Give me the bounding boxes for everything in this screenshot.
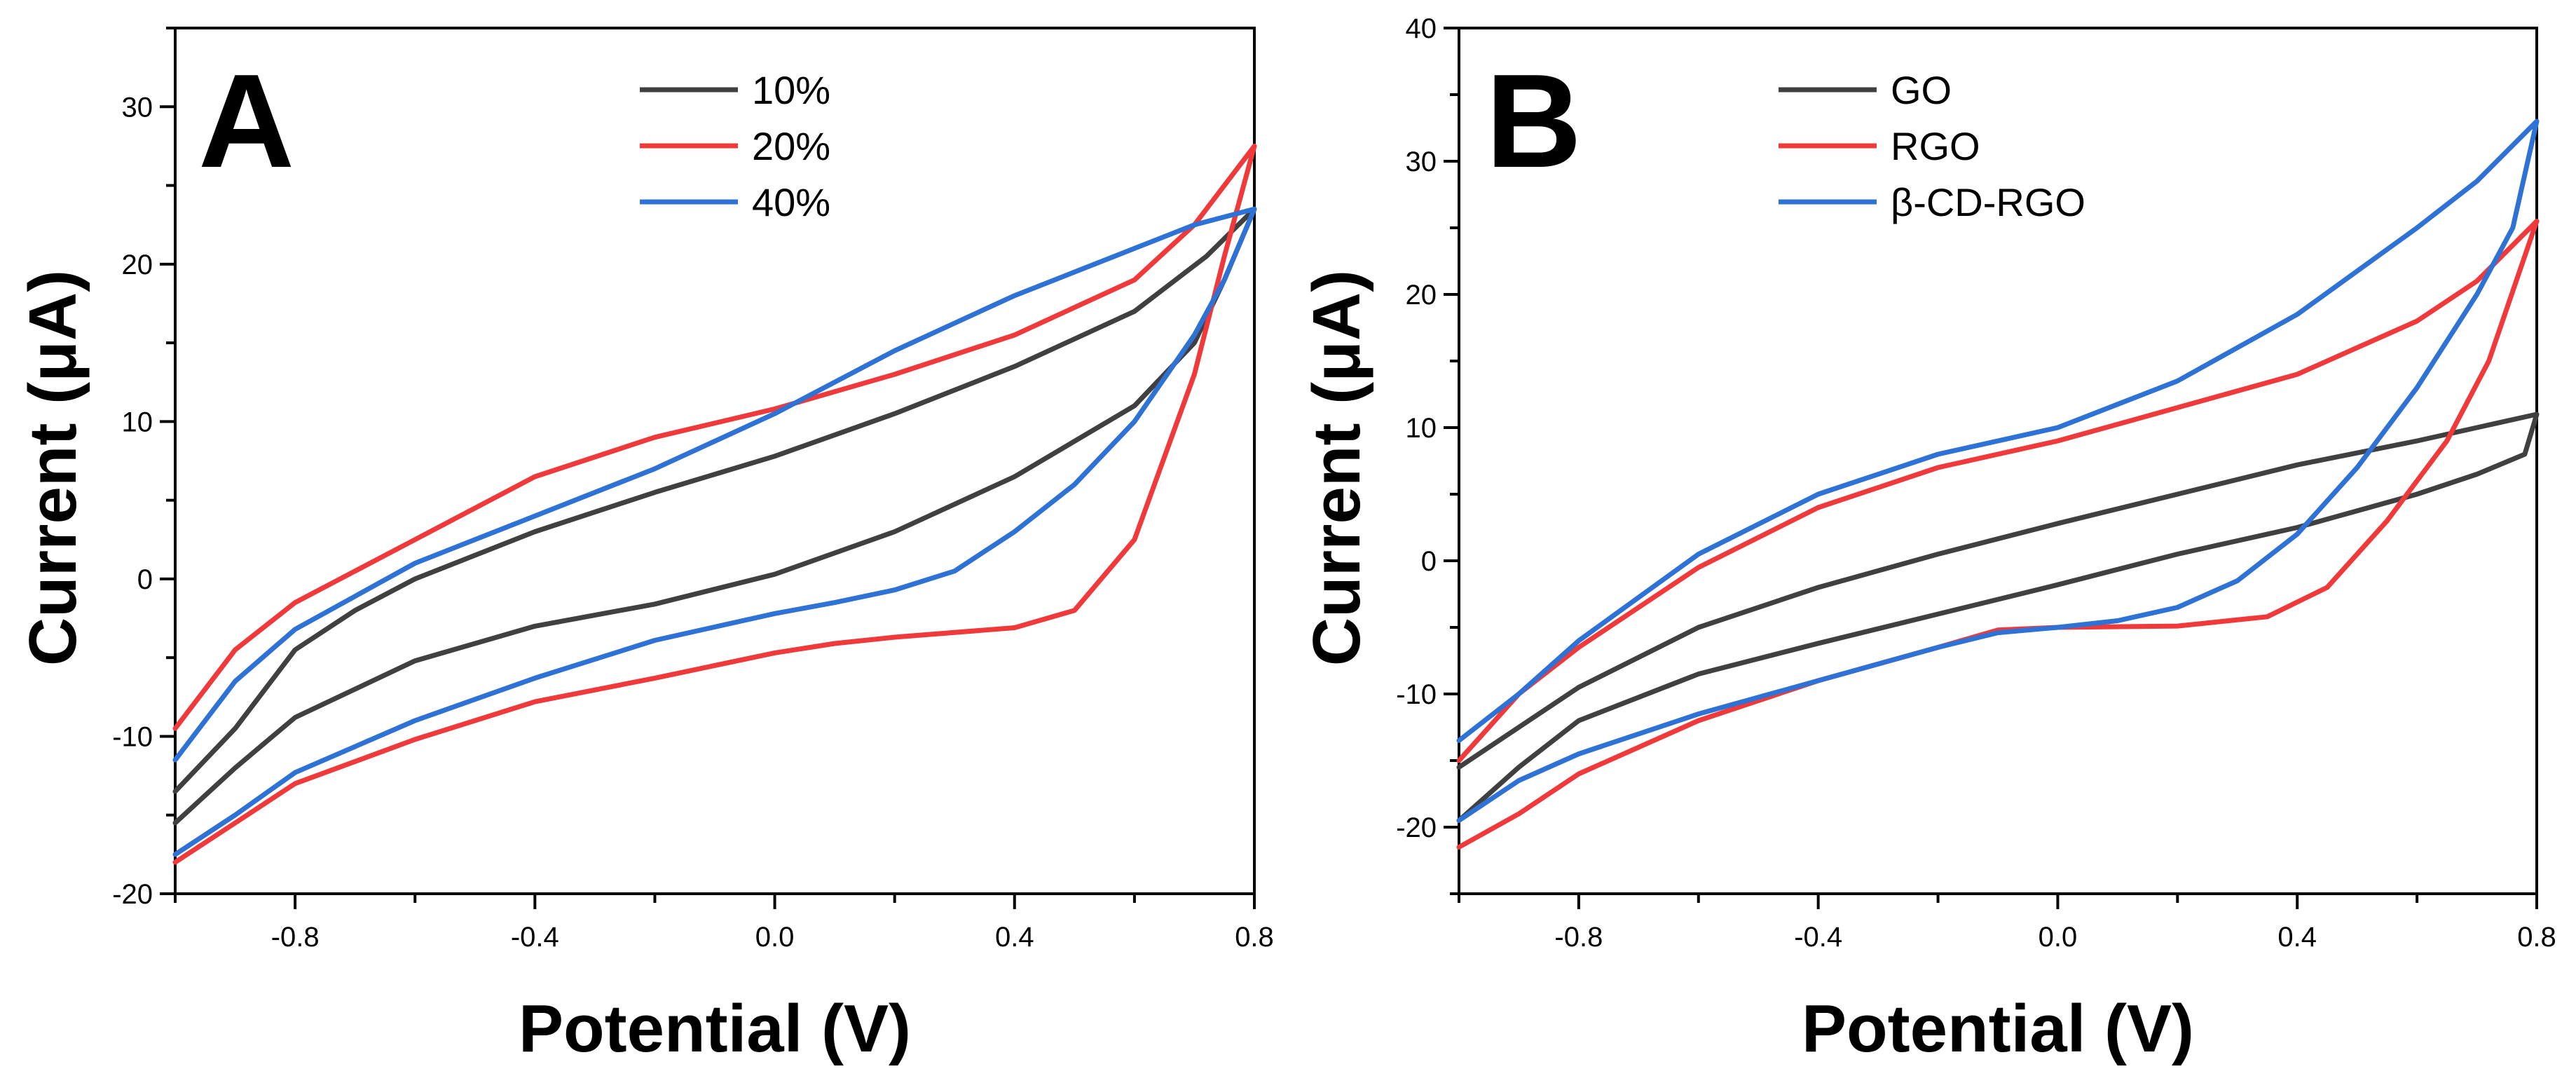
- y-tick-label: 40: [1406, 13, 1437, 44]
- chart-panel-b: -0.8 -0.4 0.0 0.4 0.8 -20 -10 0 10 20 30 40 Potentia…: [1299, 13, 2556, 1066]
- y-tick-label: 30: [1406, 147, 1437, 177]
- x-tick-label: -0.8: [271, 922, 320, 953]
- legend-label: RGO: [1891, 124, 1980, 168]
- x-tick-label: 0.8: [1235, 922, 1274, 953]
- y-tick-label: 0: [137, 564, 153, 595]
- panel-label: B: [1486, 47, 1582, 196]
- legend-label: 40%: [752, 180, 830, 224]
- y-tick-label: -10: [112, 721, 153, 752]
- y-tick-label: 30: [122, 92, 153, 123]
- legend-label: 10%: [752, 68, 830, 112]
- x-tick-label: -0.8: [1554, 922, 1603, 953]
- y-tick-label: -20: [1396, 812, 1437, 843]
- series-line-40-: [172, 206, 1257, 857]
- y-tick-label: -10: [1396, 679, 1437, 710]
- plot-frame: [174, 27, 1256, 895]
- y-tick-label: 20: [122, 250, 153, 280]
- y-axis-title: Current (μA): [15, 270, 90, 666]
- chart-panel-a: -0.8 -0.4 0.0 0.4 0.8 -20 -10 0 10 20 30 Potential …: [15, 27, 1274, 1066]
- panel-label: A: [198, 47, 294, 196]
- x-tick-label: -0.4: [1794, 922, 1842, 953]
- series-line--cd-rgo: [1456, 118, 2540, 823]
- legend-label: 20%: [752, 124, 830, 168]
- y-tick-label: -20: [112, 879, 153, 910]
- y-axis-title: Current (μA): [1299, 270, 1374, 666]
- series-line-rgo: [1456, 219, 2540, 850]
- x-tick-label: 0.8: [2517, 922, 2556, 953]
- series-line-20-: [172, 143, 1257, 865]
- x-axis-title: Potential (V): [1802, 991, 2194, 1066]
- x-tick-label: 0.0: [2039, 922, 2078, 953]
- y-tick-label: 10: [1406, 413, 1437, 444]
- series-line-go: [1456, 411, 2540, 823]
- y-tick-label: 10: [122, 407, 153, 437]
- x-tick-label: 0.4: [2277, 922, 2317, 953]
- x-tick-label: 0.0: [755, 922, 795, 953]
- y-tick-label: 20: [1406, 280, 1437, 311]
- x-tick-label: -0.4: [511, 922, 559, 953]
- legend-label: β-CD-RGO: [1891, 180, 2085, 224]
- plot-frame: [1458, 27, 2538, 895]
- legend-label: GO: [1891, 68, 1952, 112]
- x-axis-title: Potential (V): [519, 991, 911, 1066]
- x-tick-label: 0.4: [995, 922, 1034, 953]
- y-tick-label: 0: [1421, 546, 1437, 577]
